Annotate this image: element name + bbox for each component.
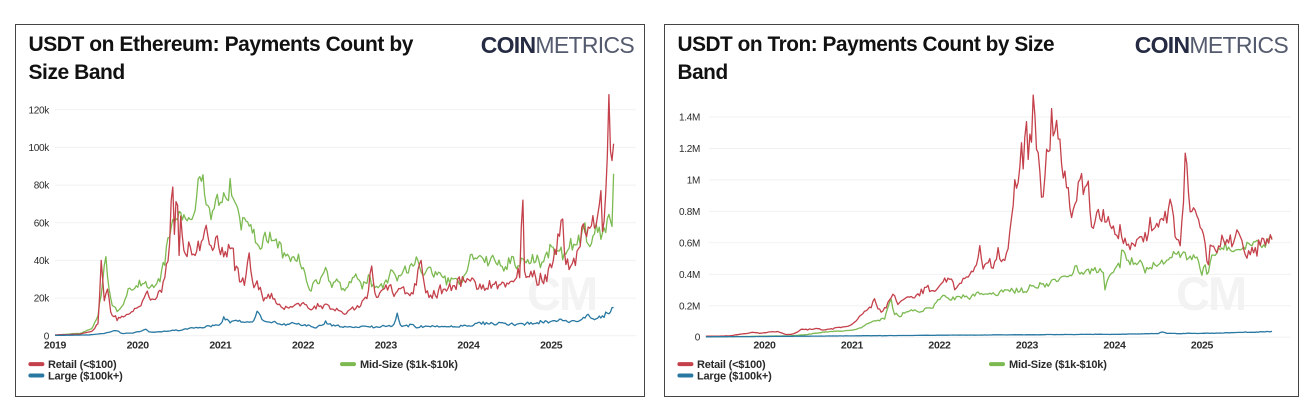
svg-text:1.4M: 1.4M	[678, 113, 699, 124]
svg-text:0: 0	[43, 331, 49, 342]
svg-text:80k: 80k	[33, 181, 50, 192]
svg-text:Mid-Size ($1k-$10k): Mid-Size ($1k-$10k)	[360, 359, 458, 371]
svg-text:2025: 2025	[1190, 340, 1213, 352]
svg-text:Large ($100k+): Large ($100k+)	[697, 371, 772, 383]
svg-text:100k: 100k	[28, 143, 50, 154]
svg-text:2021: 2021	[840, 340, 863, 352]
svg-text:Retail (<$100): Retail (<$100)	[48, 359, 117, 371]
svg-text:Retail (<$100): Retail (<$100)	[697, 359, 766, 371]
svg-text:20k: 20k	[33, 294, 50, 305]
svg-text:2020: 2020	[126, 340, 149, 352]
svg-text:1.2M: 1.2M	[678, 144, 699, 155]
svg-text:Large ($100k+): Large ($100k+)	[48, 371, 123, 383]
svg-text:60k: 60k	[33, 218, 50, 229]
svg-text:2023: 2023	[374, 340, 397, 352]
svg-text:2021: 2021	[209, 340, 232, 352]
svg-text:2024: 2024	[1103, 340, 1126, 352]
svg-text:40k: 40k	[33, 256, 50, 267]
svg-text:1M: 1M	[686, 176, 699, 187]
svg-text:0.6M: 0.6M	[678, 238, 699, 249]
svg-text:2022: 2022	[292, 340, 315, 352]
svg-text:CM: CM	[1176, 267, 1245, 320]
svg-text:2020: 2020	[753, 340, 776, 352]
svg-text:2024: 2024	[457, 340, 480, 352]
svg-text:CM: CM	[527, 267, 596, 320]
svg-text:0.8M: 0.8M	[678, 207, 699, 218]
svg-text:120k: 120k	[28, 105, 50, 116]
svg-text:0.2M: 0.2M	[678, 301, 699, 312]
svg-text:2025: 2025	[540, 340, 563, 352]
svg-text:2022: 2022	[928, 340, 951, 352]
svg-text:Mid-Size ($1k-$10k): Mid-Size ($1k-$10k)	[1009, 359, 1107, 371]
svg-text:0.4M: 0.4M	[678, 270, 699, 281]
svg-text:0: 0	[694, 333, 700, 344]
svg-text:2023: 2023	[1015, 340, 1038, 352]
svg-text:2019: 2019	[43, 340, 66, 352]
